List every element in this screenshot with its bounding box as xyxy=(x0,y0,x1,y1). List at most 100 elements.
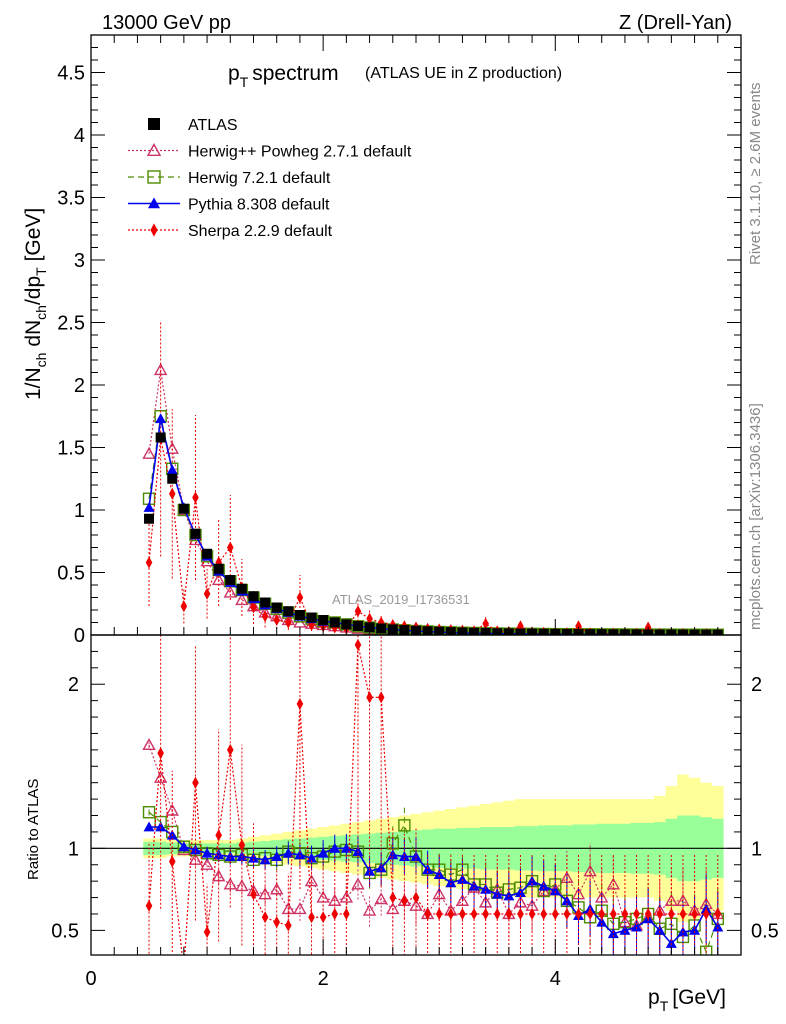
data-point xyxy=(155,821,167,832)
data-point xyxy=(148,197,160,209)
data-point xyxy=(352,846,364,857)
data-point xyxy=(142,806,156,819)
data-point xyxy=(668,907,675,921)
data-point xyxy=(352,621,363,631)
data-point xyxy=(399,625,410,635)
legend-label: Herwig++ Powheg 2.7.1 default xyxy=(188,144,412,161)
data-point xyxy=(702,907,710,921)
y-tick-label: 0.5 xyxy=(57,563,85,585)
data-point xyxy=(248,852,259,863)
data-point xyxy=(366,691,373,704)
data-point xyxy=(317,847,329,858)
data-point xyxy=(596,916,608,927)
data-point xyxy=(712,921,724,932)
data-point xyxy=(213,563,224,574)
data-point xyxy=(401,894,408,907)
data-point xyxy=(203,587,211,600)
data-point xyxy=(374,892,388,905)
data-point xyxy=(296,591,304,604)
data-point xyxy=(294,610,305,620)
data-point xyxy=(329,842,341,853)
data-point xyxy=(621,907,629,921)
data-point xyxy=(398,819,411,832)
data-point xyxy=(470,907,478,921)
data-point xyxy=(166,464,178,475)
data-point xyxy=(192,776,199,789)
data-point xyxy=(270,882,284,895)
data-point xyxy=(192,491,199,504)
data-point xyxy=(142,738,156,751)
data-point xyxy=(433,869,445,879)
data-point xyxy=(432,887,446,900)
data-point xyxy=(354,605,362,618)
ratio-tick-label-right: 2 xyxy=(751,674,762,696)
y-tick-label: 2.5 xyxy=(57,313,85,335)
ratio-tick-label: 0.5 xyxy=(51,920,79,942)
data-point xyxy=(296,697,304,710)
y-tick-label: 3.5 xyxy=(57,188,85,210)
data-point xyxy=(285,919,292,932)
x-axis-label: pT [GeV] xyxy=(648,986,726,1014)
data-point xyxy=(538,880,550,891)
data-point xyxy=(561,629,572,635)
rivet-version-label: Rivet 3.1.10, ≥ 2.6M events xyxy=(747,83,764,266)
data-point xyxy=(375,862,387,873)
data-point xyxy=(157,747,164,760)
data-point xyxy=(699,945,713,955)
data-point xyxy=(261,911,269,924)
data-point xyxy=(619,924,631,935)
data-point xyxy=(226,541,234,554)
data-point xyxy=(422,864,434,875)
data-point xyxy=(306,612,317,623)
tick-labels: 0 0.5 1 1.5 2 2.5 3 3.5 4 4.5 0.5 0.5 1 1 2 2 0 2 4 xyxy=(51,63,779,991)
y-axis-label: 1/Nch dNch/dpT [GeV] xyxy=(22,208,49,400)
data-point xyxy=(271,602,282,613)
data-point xyxy=(273,916,281,929)
data-point xyxy=(691,907,698,921)
data-point xyxy=(549,885,561,896)
data-point xyxy=(213,849,225,860)
data-point xyxy=(294,849,306,860)
data-point xyxy=(608,629,619,635)
data-point xyxy=(610,907,617,921)
data-point xyxy=(235,593,249,606)
legend-item: ATLAS xyxy=(148,117,238,134)
data-point xyxy=(631,921,643,932)
data-point xyxy=(147,170,161,184)
ratio-tick-label: 1 xyxy=(68,838,79,860)
data-point xyxy=(142,446,156,459)
data-point xyxy=(492,628,503,635)
data-point xyxy=(181,965,188,977)
data-point xyxy=(656,907,664,921)
data-point xyxy=(551,907,559,921)
data-point xyxy=(250,888,257,901)
data-point xyxy=(203,925,211,939)
analysis-watermark: ATLAS_2019_I1736531 xyxy=(332,592,470,607)
data-point xyxy=(306,852,318,863)
data-point xyxy=(633,907,640,921)
data-point xyxy=(424,907,431,921)
data-point xyxy=(308,618,315,632)
data-point xyxy=(654,629,665,635)
ratio-tick-label-right: 0.5 xyxy=(751,920,779,942)
legend-item: Herwig 7.2.1 default xyxy=(128,170,331,187)
data-point xyxy=(215,829,222,842)
data-point xyxy=(260,597,271,608)
data-point xyxy=(689,924,701,935)
svg-text:1/Nch dNch/dpT [GeV]: 1/Nch dNch/dpT [GeV] xyxy=(22,208,49,400)
data-point xyxy=(422,626,433,635)
data-point xyxy=(435,907,443,921)
data-point xyxy=(202,548,213,559)
data-point xyxy=(144,513,155,524)
legend: ATLAS Herwig++ Powheg 2.7.1 default Herwig… xyxy=(128,117,412,240)
data-point xyxy=(469,627,480,635)
header-left: 13000 GeV pp xyxy=(102,12,231,34)
data-point xyxy=(343,907,350,921)
data-point xyxy=(714,907,722,921)
data-point xyxy=(586,907,594,921)
data-point xyxy=(679,907,687,921)
data-point xyxy=(377,616,385,629)
data-point xyxy=(258,887,272,900)
header-right: Z (Drell-Yan) xyxy=(619,12,732,34)
